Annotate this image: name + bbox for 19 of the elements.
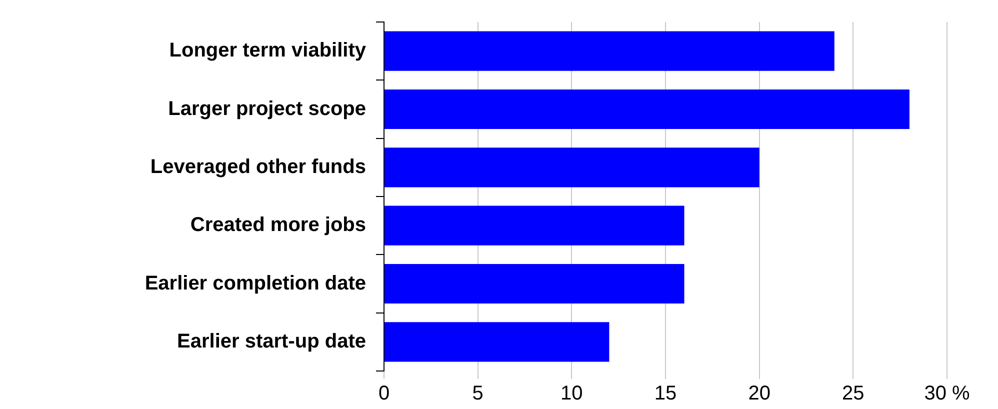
x-tick-label: 10 — [560, 382, 583, 405]
x-tick-label: 25 — [842, 382, 864, 405]
y-tick-label: Created more jobs — [190, 214, 366, 236]
bar — [384, 89, 910, 130]
x-tick-label: 5 — [472, 382, 484, 405]
x-tick-label: 15 — [654, 382, 677, 405]
bar — [384, 264, 684, 304]
x-tick-label: 30 % — [924, 382, 970, 405]
y-tick-label: Longer term viability — [169, 40, 367, 62]
bar — [384, 148, 760, 188]
y-tick-label: Earlier completion date — [144, 272, 366, 294]
bar — [384, 31, 834, 71]
bar — [384, 206, 684, 246]
x-tick-label: 0 — [378, 382, 390, 405]
y-tick-label: Leveraged other funds — [150, 156, 366, 178]
bar — [384, 322, 610, 362]
y-tick-label: Earlier start-up date — [177, 330, 366, 352]
y-tick-label: Larger project scope — [168, 98, 366, 120]
x-tick-label: 20 — [748, 382, 770, 405]
